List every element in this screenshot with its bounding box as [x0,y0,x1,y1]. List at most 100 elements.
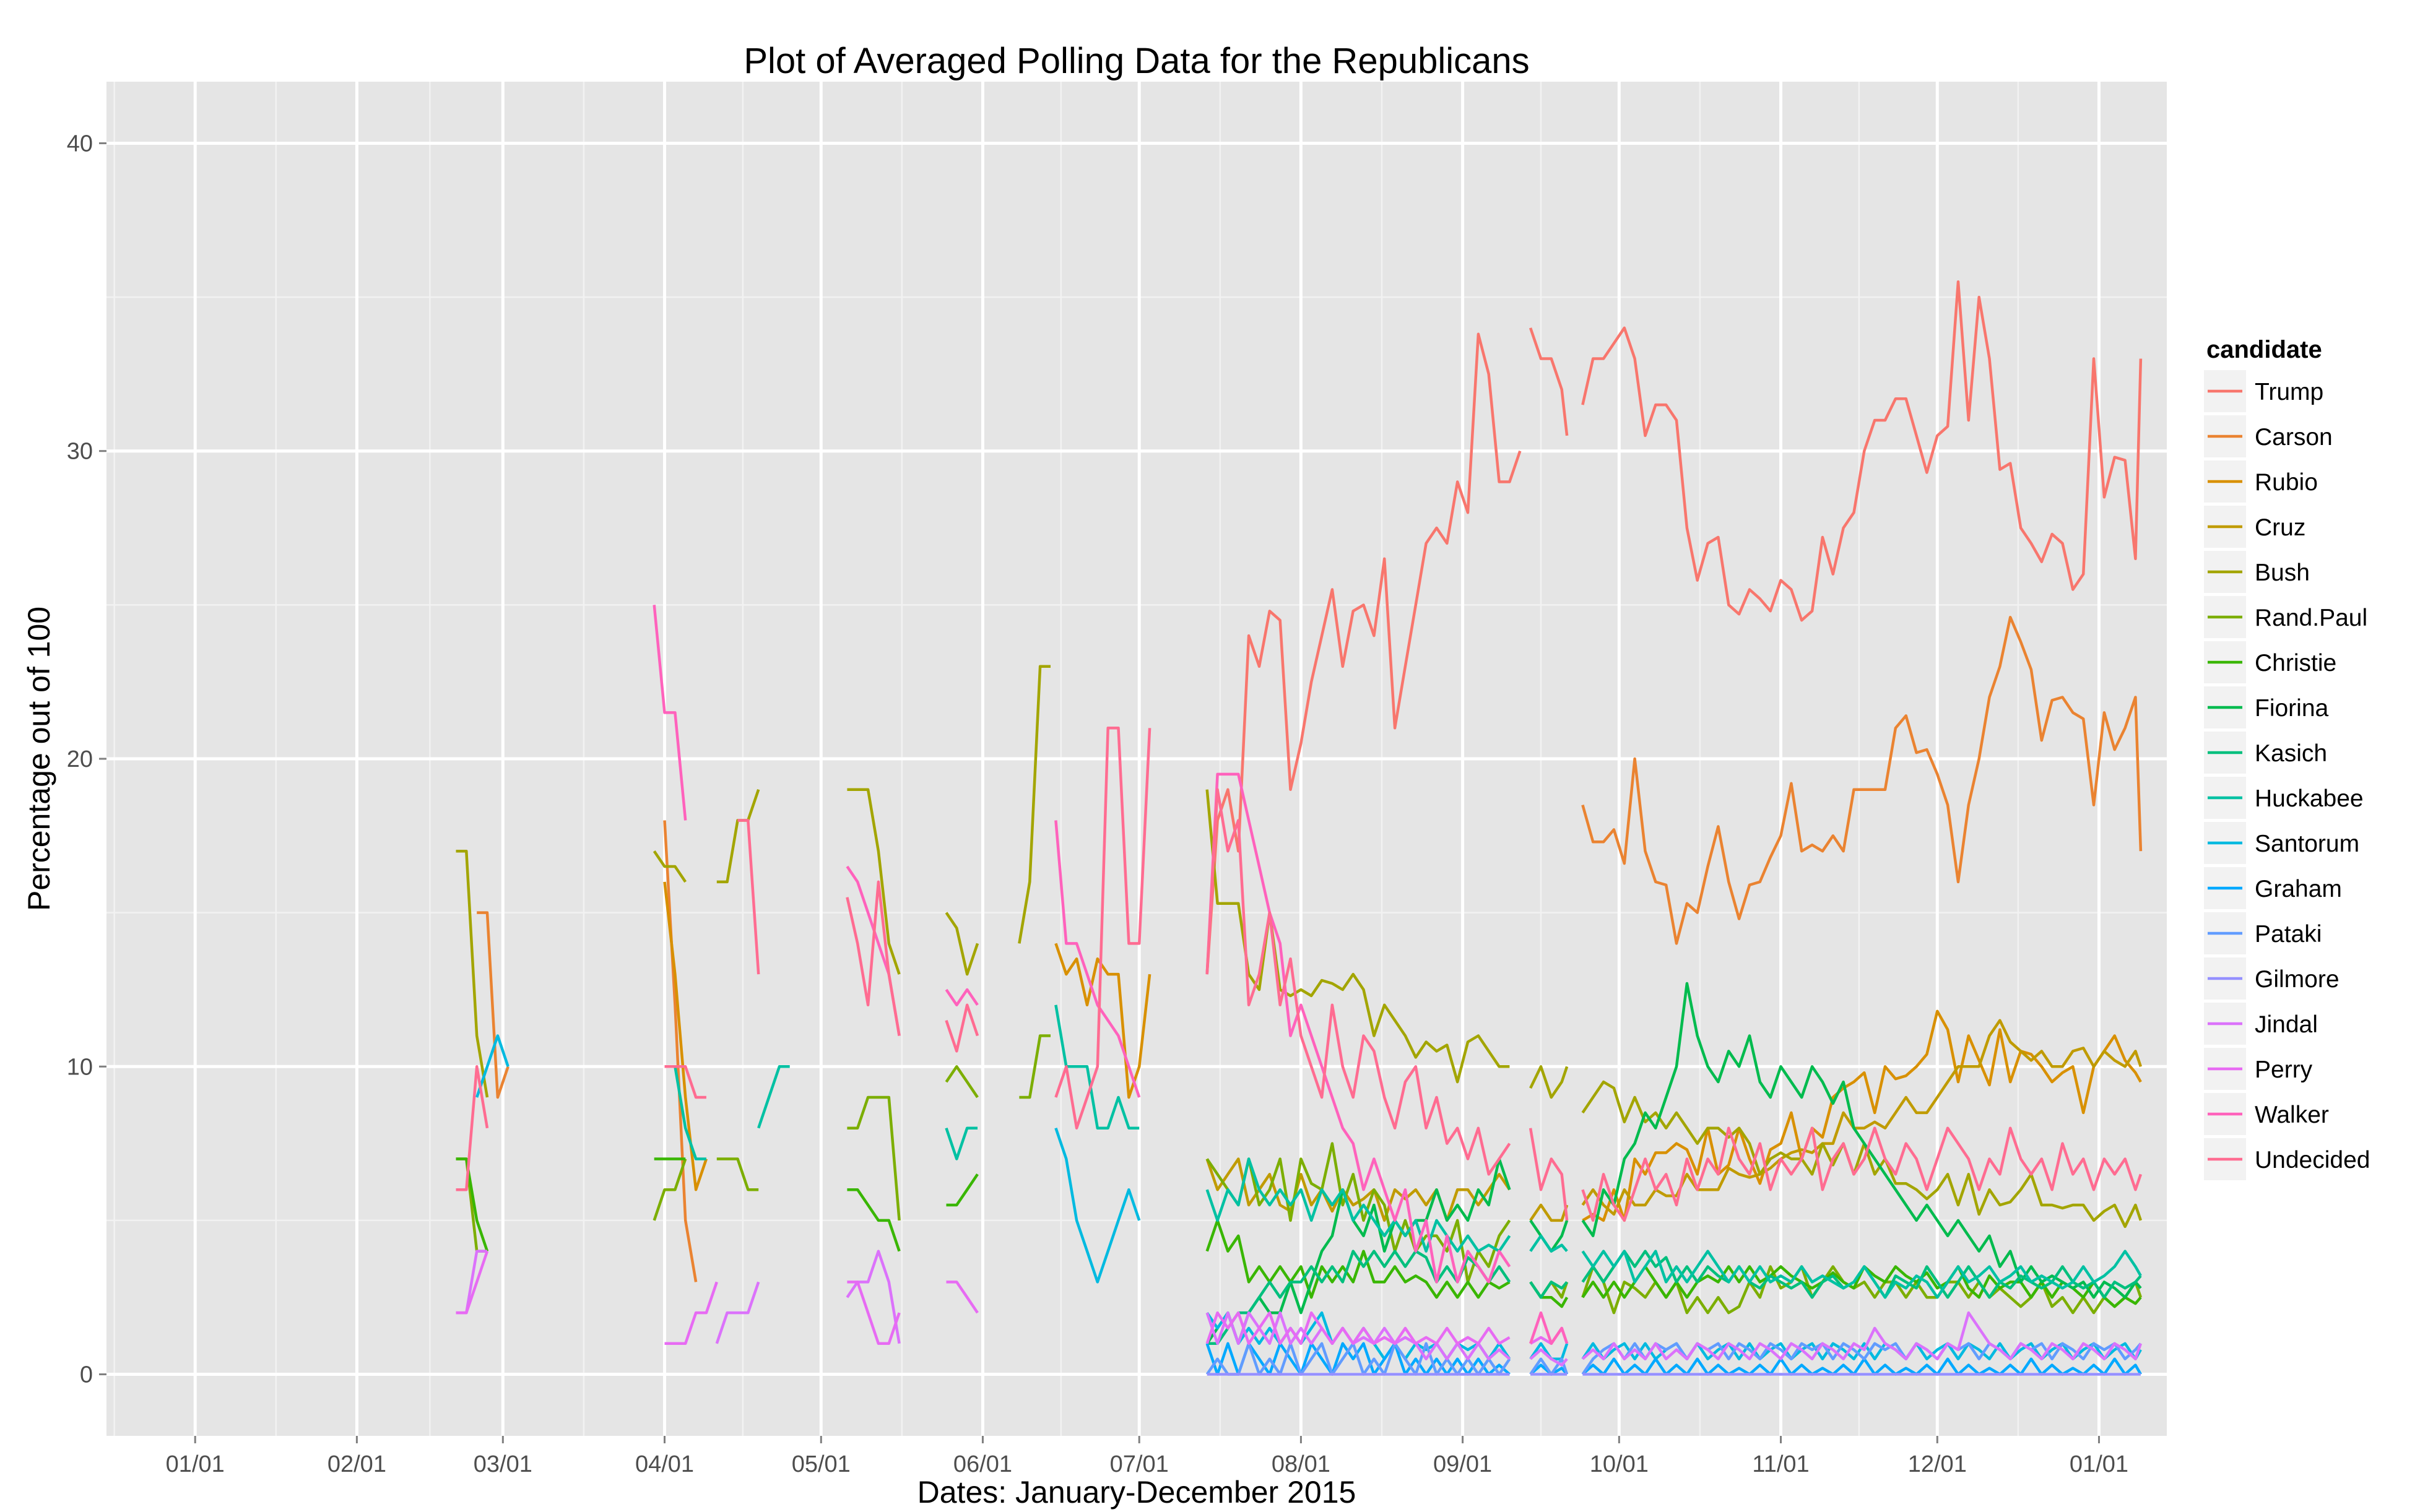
legend-item: Christie [2204,641,2336,683]
series-line [1205,1342,1511,1376]
series-line [1054,1004,1140,1130]
series-line [1054,1127,1141,1284]
x-tick-label: 07/01 [1110,1451,1169,1477]
series-line [1205,1342,1511,1376]
chart-title: Plot of Averaged Polling Data for the Re… [744,41,1529,81]
series-line [1054,727,1151,1130]
series-line [1581,616,2143,945]
series-line [1529,1281,1568,1299]
series-line [1205,788,1511,1176]
series-trump [1205,280,2143,975]
series-line [846,1250,901,1344]
y-tick-label: 20 [67,746,93,772]
series-line [1529,1128,1569,1221]
x-tick-label: 03/01 [474,1451,532,1477]
series-line [1581,1126,2143,1222]
legend-item: Bush [2204,551,2310,593]
series-line [1581,1342,2142,1375]
series-line [475,1034,510,1098]
legend-item: Perry [2204,1048,2313,1090]
x-tick-label: 08/01 [1272,1451,1330,1477]
series-line [1019,1034,1051,1099]
series-line [945,912,979,976]
legend-label: Undecided [2255,1147,2370,1173]
series-line [477,911,510,1099]
legend-label: Jindal [2255,1011,2318,1038]
legend-label: Bush [2255,559,2310,586]
x-tick-label: 02/01 [327,1451,386,1477]
series-line [1529,1065,1569,1099]
y-tick-label: 40 [67,131,93,157]
legend-item: Fiorina [2204,686,2329,728]
series-line [946,1281,979,1314]
series-line [945,988,979,1007]
series-line [945,1065,979,1099]
series-line [846,880,901,1036]
legend-item: Kasich [2204,732,2327,774]
legend-label: Cruz [2255,514,2305,541]
x-tick-label: 09/01 [1433,1451,1492,1477]
legend-item: Carson [2204,415,2333,457]
x-tick-label: 01/01 [166,1451,225,1477]
legend-title: candidate [2206,336,2322,363]
series-jindal [456,1250,2143,1367]
legend-item: Pataki [2204,912,2322,954]
series-line [715,1281,760,1344]
series-line [663,881,708,1191]
legend-item: Walker [2204,1093,2329,1135]
x-tick-label: 06/01 [953,1451,1012,1477]
legend-item: Jindal [2204,1003,2318,1045]
legend-item: Santorum [2204,822,2359,864]
legend-item: Gilmore [2204,957,2340,1000]
series-line [945,1126,978,1160]
x-tick-label: 11/01 [1752,1451,1809,1477]
series-line [1581,1019,2143,1216]
series-line [663,820,698,1282]
series-line [1582,1009,2142,1222]
series-line [1529,327,1569,436]
series-line [847,1095,901,1221]
series-line [1205,1219,1511,1299]
series-line [456,1250,489,1315]
x-axis: 01/01 02/01 03/01 04/01 05/01 06/01 07/01 08/01… [166,1436,2128,1477]
series-line [1529,1311,1569,1346]
x-tick-label: 12/01 [1908,1451,1967,1477]
series-line [1581,1250,2142,1299]
series-line [1205,1311,1511,1360]
series-line [653,1158,687,1221]
legend-label: Trump [2255,379,2323,405]
y-axis-title: Percentage out of 100 [22,607,56,911]
legend-item: Trump [2204,370,2323,412]
legend-label: Perry [2255,1056,2313,1083]
series-line [847,1188,901,1252]
legend-item: Rand.Paul [2204,596,2367,638]
series-line [1581,982,2142,1299]
series-line [664,1281,718,1346]
x-axis-title: Dates: January-December 2015 [917,1475,1356,1510]
series-line [456,849,489,1098]
series-line [1205,772,1511,1284]
series-line [1054,820,1141,1098]
legend-label: Santorum [2255,831,2359,857]
series-line [1205,1157,1511,1253]
legend-item: Rubio [2204,460,2318,503]
series-carson [477,616,2143,1282]
series-line [1205,332,1522,975]
legend-label: Graham [2255,876,2342,902]
series-line [1529,1348,1568,1367]
series-line [716,1157,759,1191]
legend-label: Kasich [2255,740,2327,767]
series-line [1529,1203,1569,1222]
series-perry [456,1250,1569,1346]
major-gridlines [106,82,2167,1436]
series-line [1205,1311,1511,1346]
series-line [737,819,760,975]
legend-item: Huckabee [2204,777,2364,819]
y-axis: 0 10 20 30 40 [67,131,106,1388]
legend-item: Graham [2204,867,2342,909]
legend-item: Cruz [2204,506,2305,548]
y-tick-label: 0 [80,1362,93,1388]
series-line [653,605,687,821]
